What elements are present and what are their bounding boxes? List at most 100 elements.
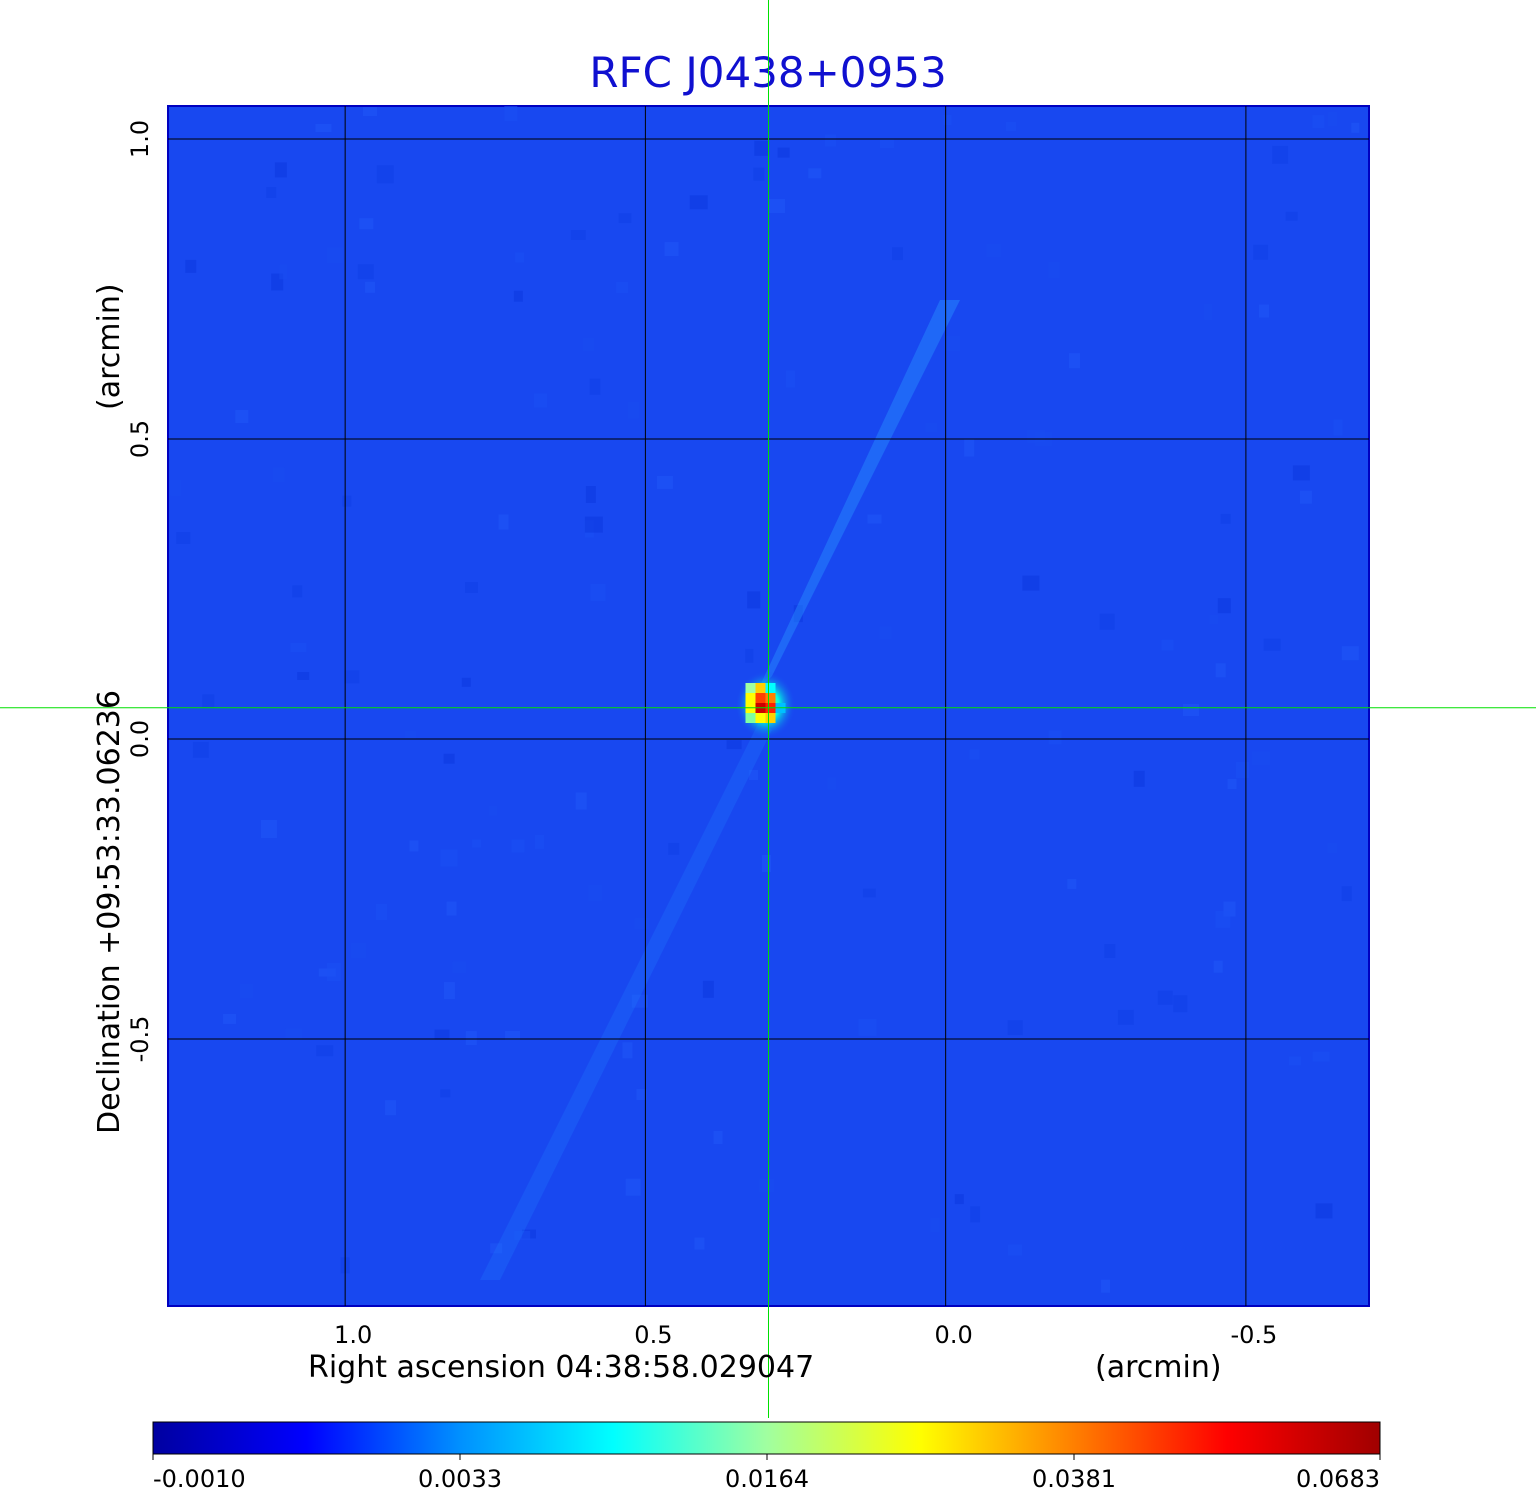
noise-pixel xyxy=(925,423,938,433)
noise-pixel xyxy=(279,264,288,280)
noise-pixel xyxy=(1133,770,1145,787)
noise-pixel xyxy=(1289,1056,1301,1066)
noise-pixel xyxy=(514,1231,531,1240)
noise-pixel xyxy=(713,1131,723,1144)
noise-pixel xyxy=(749,770,759,780)
noise-pixel xyxy=(753,167,765,181)
noise-pixel xyxy=(1007,1020,1023,1036)
noise-pixel xyxy=(1027,429,1046,443)
x-tick-label: 0.0 xyxy=(935,1321,973,1349)
noise-pixel xyxy=(634,918,650,930)
source-pixel xyxy=(745,683,756,693)
noise-pixel xyxy=(260,820,277,838)
source-pixel xyxy=(745,713,756,723)
noise-pixel xyxy=(1253,244,1269,260)
noise-pixel xyxy=(583,338,594,352)
noise-pixel xyxy=(351,943,366,959)
noise-pixel xyxy=(1008,1244,1023,1256)
noise-pixel xyxy=(1157,990,1173,1005)
noise-pixel xyxy=(858,1018,877,1036)
noise-pixel xyxy=(1217,598,1231,614)
noise-pixel xyxy=(326,963,341,982)
x-tick-label: 1.0 xyxy=(334,1321,372,1349)
colorbar-tick-labels: -0.0010 0.0033 0.0164 0.0381 0.0683 xyxy=(152,1454,1381,1493)
noise-pixel xyxy=(297,672,310,680)
noise-pixel xyxy=(1104,944,1116,958)
noise-pixel xyxy=(443,753,455,764)
noise-pixel xyxy=(1315,1203,1333,1219)
noise-pixel xyxy=(1341,646,1359,661)
noise-pixel xyxy=(357,264,374,280)
noise-pixel xyxy=(1328,112,1338,127)
source-pixel xyxy=(755,683,766,693)
noise-pixel xyxy=(465,1031,477,1046)
noise-pixel xyxy=(585,486,596,503)
noise-pixel xyxy=(1161,639,1174,651)
y-tick-label: -0.5 xyxy=(126,1016,154,1063)
noise-pixel xyxy=(359,218,374,230)
noise-pixel xyxy=(290,642,307,652)
noise-pixel xyxy=(409,840,419,852)
noise-pixel xyxy=(1259,304,1269,318)
noise-pixel xyxy=(1048,730,1062,745)
noise-pixel xyxy=(513,290,523,302)
source-pixel xyxy=(755,693,766,703)
noise-pixel xyxy=(505,1031,521,1040)
noise-pixel xyxy=(316,1045,334,1057)
noise-pixel xyxy=(1215,663,1226,678)
noise-pixel xyxy=(363,107,377,117)
source-pixel xyxy=(765,683,776,693)
jet-ne-lobe xyxy=(758,300,960,690)
noise-pixel xyxy=(272,467,285,483)
source-pixel xyxy=(765,713,776,723)
colorbar-bar xyxy=(152,1421,1381,1455)
noise-pixel xyxy=(1285,211,1298,221)
y-tick-label: 1.0 xyxy=(126,120,154,158)
noise-pixel xyxy=(434,1029,450,1040)
noise-pixel xyxy=(504,106,518,121)
noise-pixel xyxy=(535,834,545,849)
noise-pixel xyxy=(376,165,394,184)
noise-pixel xyxy=(465,582,478,593)
noise-pixel xyxy=(1183,704,1199,716)
noise-pixel xyxy=(515,252,525,263)
noise-pixel xyxy=(1209,615,1219,624)
noise-pixel xyxy=(616,282,629,294)
noise-pixel xyxy=(1101,1279,1111,1293)
noise-pixel xyxy=(1099,613,1115,630)
noise-pixel xyxy=(970,1206,981,1223)
peak-source xyxy=(735,671,796,739)
noise-pixel xyxy=(943,115,952,126)
source-pixel xyxy=(745,693,756,703)
noise-pixel xyxy=(627,401,639,419)
noise-pixel xyxy=(292,585,303,598)
noise-pixel xyxy=(825,134,837,147)
noise-pixel xyxy=(1333,419,1343,436)
noise-pixel xyxy=(584,516,603,533)
x-tick-labels: 1.0 0.5 0.0 -0.5 xyxy=(334,1321,1277,1349)
noise-pixel xyxy=(1312,115,1325,129)
noise-pixel xyxy=(1006,121,1016,131)
noise-pixel xyxy=(656,475,673,489)
noise-pixel xyxy=(762,855,771,872)
noise-pixel xyxy=(385,1100,397,1116)
noise-pixel xyxy=(1069,353,1080,369)
noise-pixel xyxy=(1236,762,1249,779)
noise-pixel xyxy=(892,247,903,261)
noise-pixel xyxy=(375,904,387,920)
noise-pixel xyxy=(1022,575,1040,591)
noise-pixel xyxy=(631,994,648,1008)
noise-pixel xyxy=(622,1042,633,1059)
noise-pixel xyxy=(1215,910,1231,928)
noise-pixel xyxy=(754,140,769,156)
noise-pixel xyxy=(1351,122,1360,133)
noise-pixel xyxy=(452,961,467,974)
noise-pixel xyxy=(785,370,795,388)
noise-pixel xyxy=(702,980,714,998)
noise-pixel xyxy=(570,230,586,240)
y-tick-labels: 1.0 0.5 0.0 -0.5 xyxy=(126,120,154,1063)
noise-pixel xyxy=(365,281,376,293)
x-axis-unit: (arcmin) xyxy=(1095,1350,1222,1385)
source-pixel xyxy=(755,713,766,723)
